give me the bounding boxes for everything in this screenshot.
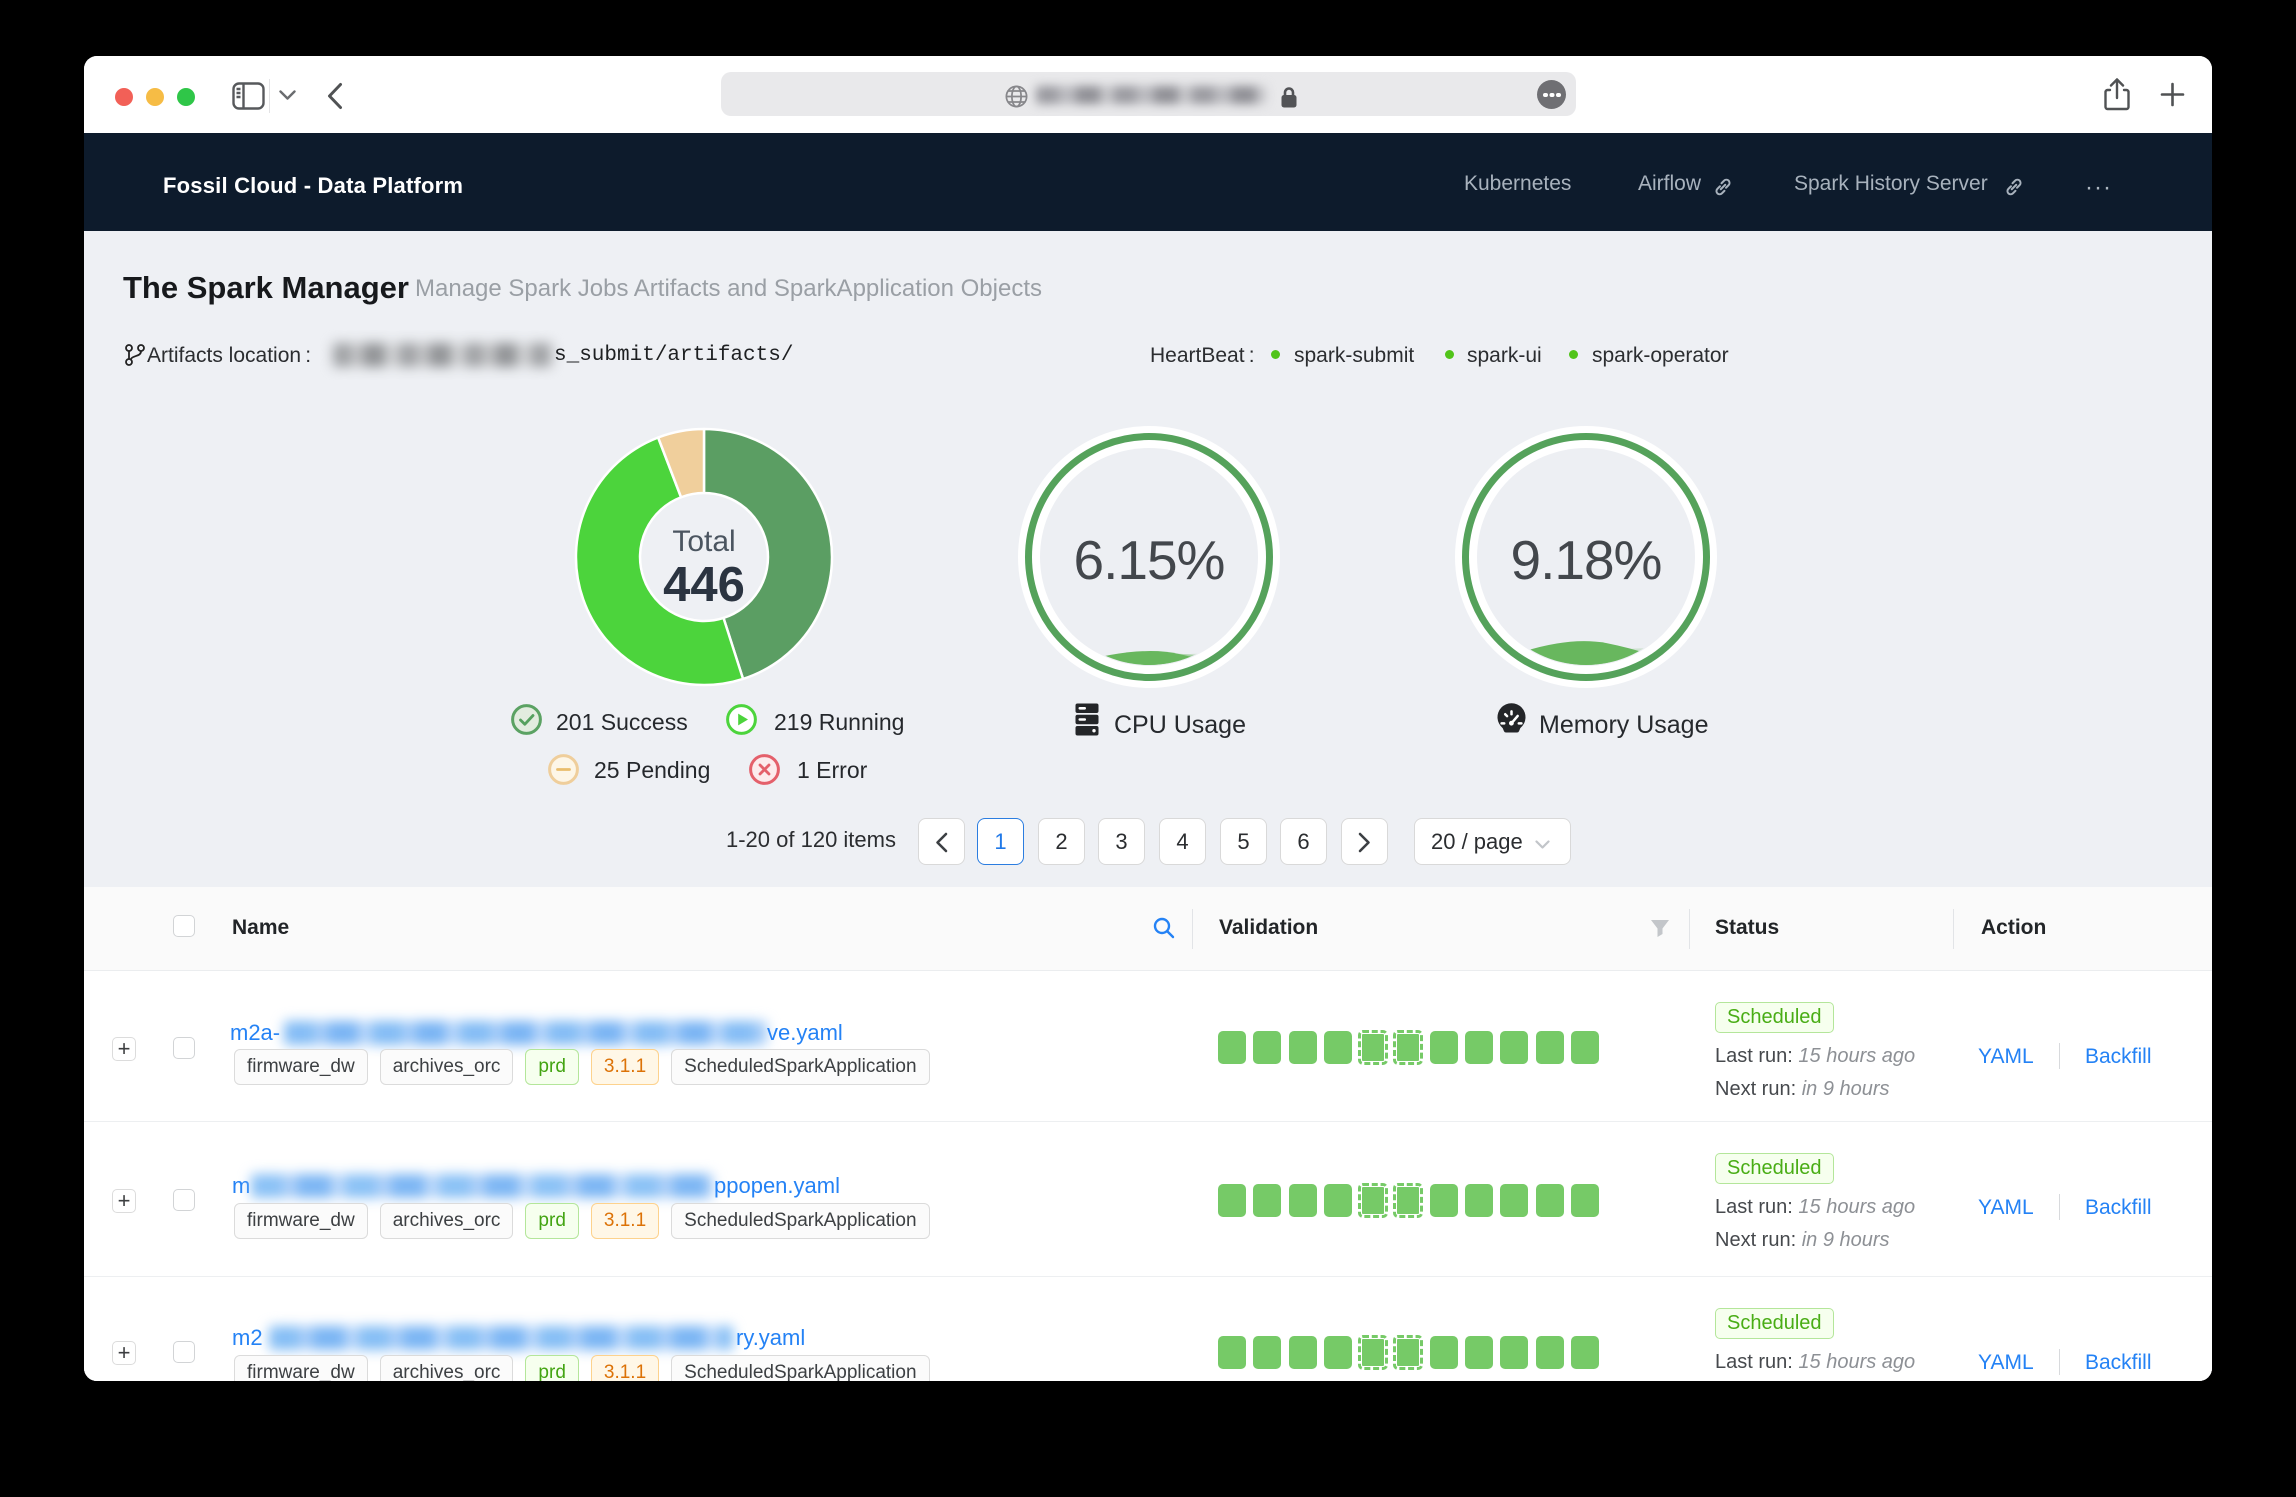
svg-text:6.15%: 6.15% [1074,529,1225,591]
svg-text:9.18%: 9.18% [1511,529,1662,591]
